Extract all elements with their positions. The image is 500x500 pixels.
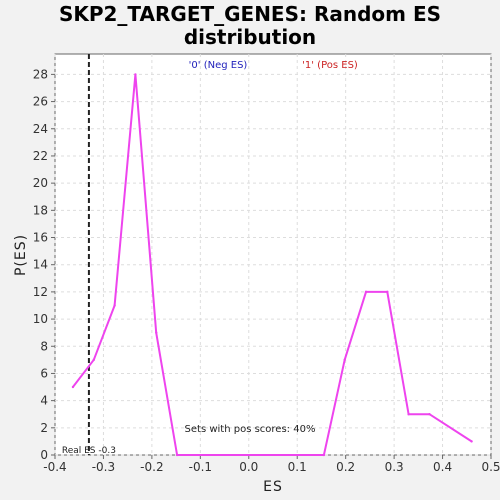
y-tick-label: 12 [33,285,48,299]
x-tick-label: 0.4 [433,460,452,474]
x-axis-ticks: -0.4 -0.3 -0.2 -0.1 0.0 0.1 0.2 0.3 0.4 0.5 [43,455,500,474]
y-tick-label: 16 [33,231,48,245]
series-points [71,73,473,457]
series-point [113,304,116,307]
series-point [71,385,75,389]
legend-pos-es: '1' (Pos ES) [302,60,358,71]
y-tick-label: 0 [40,448,48,462]
y-tick-label: 4 [40,394,48,408]
y-tick-label: 22 [33,149,48,163]
series-point [386,290,389,294]
x-tick-label: 0.3 [385,460,404,474]
series-point [428,413,431,416]
x-tick-label: -0.1 [189,460,212,474]
y-axis-label: P(ES) [13,234,29,276]
x-tick-label: -0.4 [43,460,66,474]
y-tick-label: 14 [33,258,48,272]
series-point [364,290,368,294]
y-tick-label: 6 [40,366,48,380]
series-point [155,331,158,334]
y-tick-label: 8 [40,339,48,353]
x-tick-label: 0.0 [239,460,258,474]
series-point [92,358,95,362]
y-tick-label: 2 [40,421,48,435]
y-tick-label: 18 [33,203,48,217]
chart-title-line2: distribution [184,25,316,49]
x-tick-label: -0.3 [92,460,115,474]
x-axis-label: ES [263,479,283,495]
plot-area [54,53,492,456]
y-tick-label: 20 [33,176,48,190]
x-tick-label: 0.1 [288,460,307,474]
legend-neg-es: '0' (Neg ES) [189,60,248,71]
series-point [175,453,179,457]
series-point [322,453,326,457]
grid-lines [54,54,492,456]
pos-scores-annotation: Sets with pos scores: 40% [185,424,316,435]
y-tick-label: 26 [33,95,48,109]
y-tick-label: 10 [33,312,48,326]
x-tick-label: 0.2 [336,460,355,474]
series-point [470,440,473,443]
series-point [407,413,410,416]
series-point [343,358,346,362]
chart-title-line1: SKP2_TARGET_GENES: Random ES [59,2,441,26]
series-point [134,73,137,76]
real-es-label: Real ES -0.3 [62,446,116,456]
x-tick-label: 0.5 [481,460,500,474]
x-tick-label: -0.2 [140,460,163,474]
y-tick-label: 28 [33,67,48,81]
y-tick-label: 24 [33,122,48,136]
